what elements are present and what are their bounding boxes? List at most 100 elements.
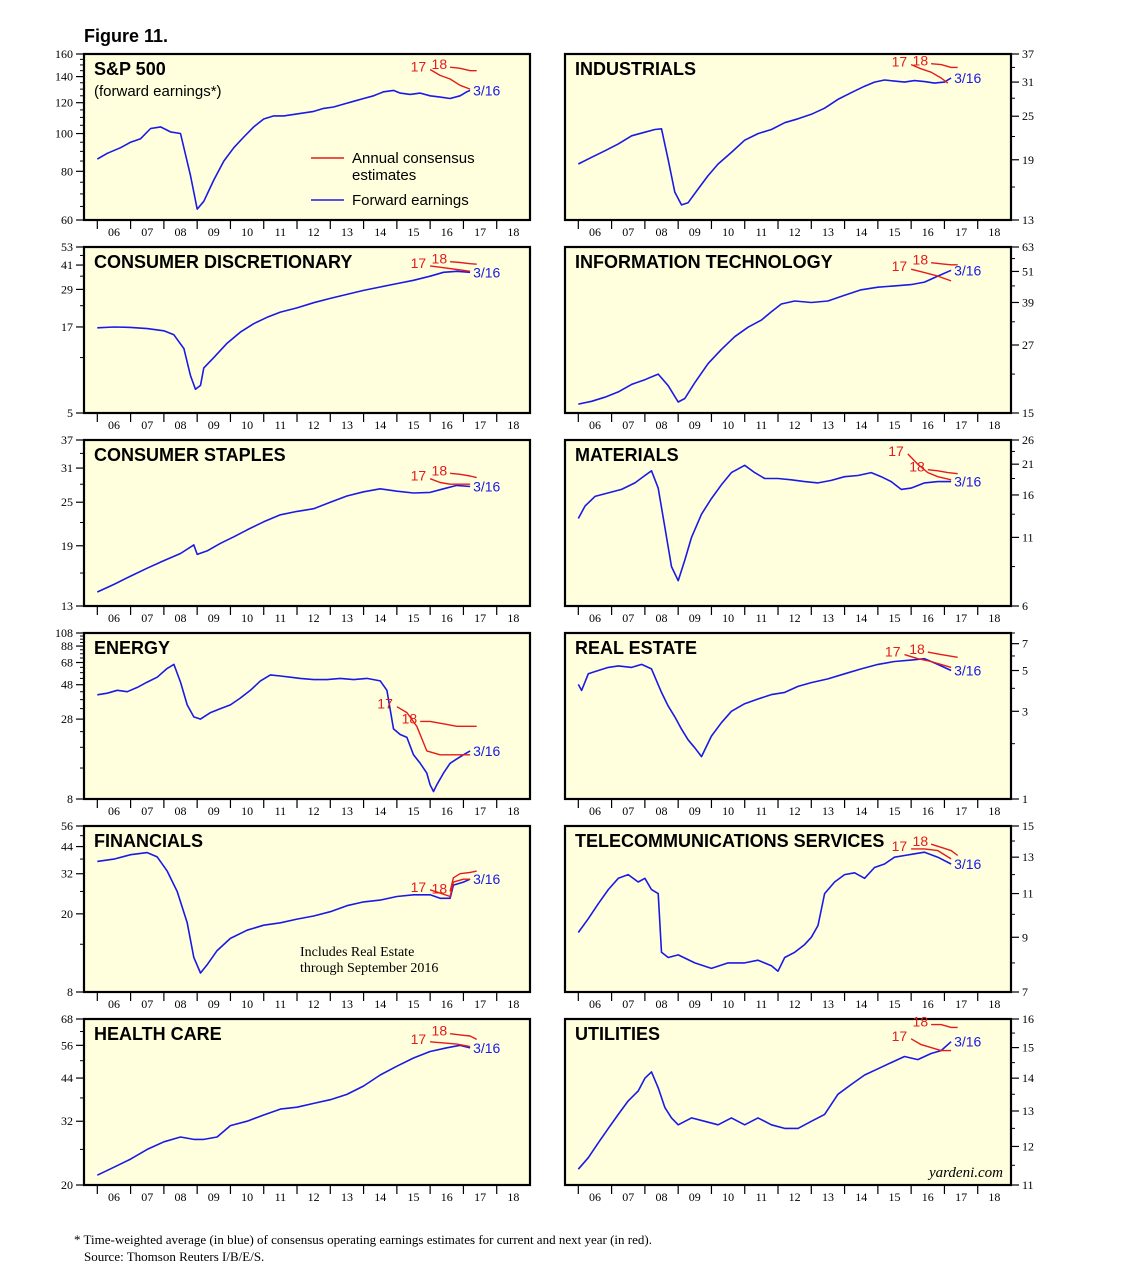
label-date: 3/16 bbox=[473, 743, 500, 759]
label-17: 17 bbox=[377, 696, 393, 712]
x-tick-label: 15 bbox=[408, 1190, 420, 1204]
y-tick-label: 15 bbox=[1022, 1041, 1034, 1055]
x-tick-label: 06 bbox=[589, 1190, 601, 1204]
y-tick-label: 63 bbox=[1022, 240, 1034, 254]
x-tick-label: 17 bbox=[955, 225, 967, 239]
label-18: 18 bbox=[432, 251, 448, 267]
x-tick-label: 06 bbox=[108, 611, 120, 625]
label-date: 3/16 bbox=[954, 70, 981, 86]
x-tick-label: 12 bbox=[789, 1190, 801, 1204]
x-tick-label: 12 bbox=[789, 804, 801, 818]
panel-telecommunications-services: 06 07 08 09 10 11 12 13 14 15 16 17 18 7 9 11 13 15 17 18 3/… bbox=[563, 819, 1034, 1011]
forward-earnings-line bbox=[578, 269, 952, 405]
y-tick-label: 13 bbox=[1022, 850, 1034, 864]
y-tick-label: 3 bbox=[1022, 704, 1028, 718]
x-tick-label: 06 bbox=[108, 1190, 120, 1204]
label-date: 3/16 bbox=[954, 474, 981, 490]
x-tick-label: 17 bbox=[474, 1190, 486, 1204]
x-tick-label: 07 bbox=[622, 611, 634, 625]
x-tick-label: 10 bbox=[241, 418, 253, 432]
x-tick-label: 18 bbox=[988, 418, 1000, 432]
panel-information-technology: 06 07 08 09 10 11 12 13 14 15 16 17 18 15 27 39 51 63 17 18… bbox=[563, 240, 1034, 432]
x-tick-label: 10 bbox=[241, 997, 253, 1011]
annual-estimate-17-line bbox=[430, 1041, 471, 1048]
x-tick-label: 08 bbox=[656, 804, 668, 818]
annual-estimate-18-line bbox=[927, 469, 958, 475]
x-tick-label: 07 bbox=[622, 804, 634, 818]
y-tick-label: 140 bbox=[55, 70, 73, 84]
footnote: * Time-weighted average (in blue) of con… bbox=[74, 1231, 652, 1265]
y-tick-label: 8 bbox=[67, 792, 73, 806]
x-tick-label: 07 bbox=[622, 997, 634, 1011]
x-tick-label: 09 bbox=[208, 225, 220, 239]
forward-earnings-line bbox=[577, 77, 952, 206]
y-tick-label: 120 bbox=[55, 96, 73, 110]
panel-frame bbox=[563, 438, 1013, 608]
label-date: 3/16 bbox=[954, 663, 981, 679]
label-18: 18 bbox=[432, 462, 448, 478]
x-tick-label: 06 bbox=[589, 611, 601, 625]
x-tick-label: 10 bbox=[722, 418, 734, 432]
y-tick-label: 37 bbox=[1022, 47, 1034, 61]
x-tick-label: 07 bbox=[622, 418, 634, 432]
label-date: 3/16 bbox=[473, 1040, 500, 1056]
source-text: Source: Thomson Reuters I/B/E/S. bbox=[84, 1249, 265, 1264]
x-tick-label: 08 bbox=[175, 1190, 187, 1204]
label-18: 18 bbox=[432, 56, 448, 72]
x-tick-label: 08 bbox=[175, 418, 187, 432]
forward-earnings-line bbox=[97, 270, 471, 391]
annual-estimate-18-line bbox=[927, 651, 958, 658]
panel-s-p-500: 06 07 08 09 10 11 12 13 14 15 16 17 18 60 80 100 120 140 1… bbox=[55, 47, 532, 239]
y-tick-label: 31 bbox=[1022, 75, 1034, 89]
x-tick-label: 18 bbox=[988, 225, 1000, 239]
x-tick-label: 12 bbox=[308, 1190, 320, 1204]
x-tick-label: 18 bbox=[988, 997, 1000, 1011]
panel-title: CONSUMER STAPLES bbox=[94, 445, 286, 465]
x-tick-label: 06 bbox=[589, 225, 601, 239]
x-tick-label: 18 bbox=[988, 1190, 1000, 1204]
x-tick-label: 15 bbox=[408, 804, 420, 818]
x-tick-label: 11 bbox=[275, 997, 287, 1011]
panel-health-care: 06 07 08 09 10 11 12 13 14 15 16 17 18 20 32 44 56 68 17 18… bbox=[61, 1012, 532, 1204]
x-tick-label: 18 bbox=[988, 804, 1000, 818]
y-tick-label: 13 bbox=[61, 599, 73, 613]
x-tick-label: 17 bbox=[474, 611, 486, 625]
x-tick-label: 13 bbox=[341, 418, 353, 432]
label-17: 17 bbox=[892, 838, 908, 854]
x-tick-label: 09 bbox=[208, 1190, 220, 1204]
y-tick-label: 21 bbox=[1022, 457, 1034, 471]
panel-subtitle: (forward earnings*) bbox=[94, 83, 222, 100]
figure-title: Figure 11. bbox=[84, 26, 169, 46]
label-17: 17 bbox=[411, 255, 427, 271]
y-tick-label: 48 bbox=[61, 678, 73, 692]
forward-earnings-line bbox=[96, 89, 471, 210]
x-tick-label: 13 bbox=[341, 997, 353, 1011]
panel-title: REAL ESTATE bbox=[575, 638, 697, 658]
label-18: 18 bbox=[432, 880, 448, 896]
x-tick-label: 09 bbox=[208, 804, 220, 818]
x-tick-label: 11 bbox=[756, 997, 768, 1011]
x-tick-label: 15 bbox=[889, 804, 901, 818]
x-tick-label: 14 bbox=[855, 1190, 867, 1204]
x-tick-label: 07 bbox=[141, 997, 153, 1011]
x-tick-label: 17 bbox=[955, 1190, 967, 1204]
x-tick-label: 11 bbox=[756, 1190, 768, 1204]
annual-estimate-18-line bbox=[450, 261, 477, 265]
forward-earnings-line bbox=[97, 851, 471, 974]
y-tick-label: 13 bbox=[1022, 213, 1034, 227]
x-tick-label: 12 bbox=[789, 418, 801, 432]
x-tick-label: 17 bbox=[955, 611, 967, 625]
x-tick-label: 09 bbox=[208, 418, 220, 432]
legend-forward-label: Forward earnings bbox=[352, 192, 469, 209]
watermark: yardeni.com bbox=[927, 1165, 1003, 1181]
x-tick-label: 11 bbox=[275, 804, 287, 818]
x-tick-label: 16 bbox=[441, 1190, 453, 1204]
y-tick-label: 7 bbox=[1022, 637, 1028, 651]
y-tick-label: 44 bbox=[61, 1071, 73, 1085]
x-tick-label: 13 bbox=[341, 1190, 353, 1204]
x-tick-label: 06 bbox=[589, 997, 601, 1011]
x-tick-label: 16 bbox=[922, 997, 934, 1011]
x-tick-label: 16 bbox=[441, 804, 453, 818]
